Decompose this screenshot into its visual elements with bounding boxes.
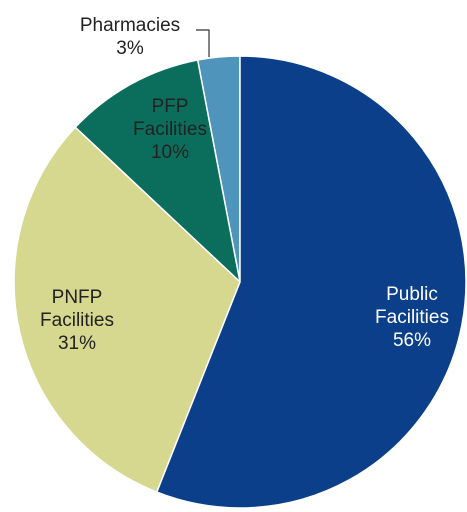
category-label: PNFP Facilities	[40, 287, 114, 331]
category-label: Pharmacies	[79, 15, 181, 36]
pie-slice	[74, 59, 242, 285]
slice-label: Public Facilities 56%	[357, 283, 467, 352]
category-label: Public Facilities	[375, 284, 449, 328]
value-label: 3%	[116, 38, 144, 59]
value-label: 10%	[150, 142, 190, 163]
slice-label: PNFP Facilities 31%	[22, 286, 132, 355]
slice-label: PFP Facilities 10%	[120, 95, 220, 164]
value-label: 31%	[57, 333, 97, 354]
slice-label: Pharmacies 3%	[70, 14, 190, 60]
value-label: 56%	[392, 330, 432, 351]
pie-slice	[155, 55, 467, 509]
leader-line	[196, 29, 210, 57]
pie-slice	[13, 126, 241, 494]
category-label: PFP Facilities	[133, 96, 207, 140]
